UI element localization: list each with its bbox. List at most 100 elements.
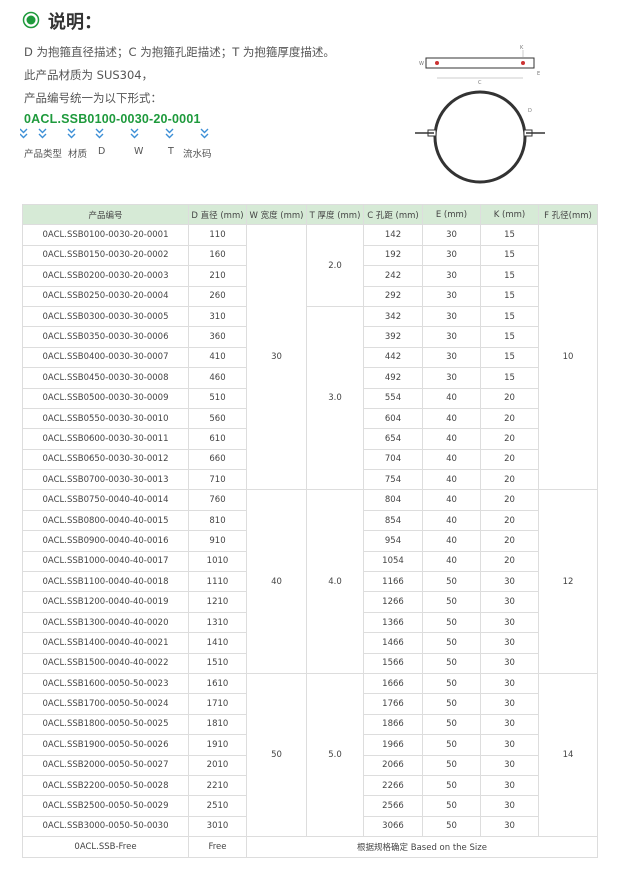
cell: 50 (422, 591, 481, 613)
table-row: 0ACL.SSB1800-0050-50-0025 1810 1866 50 30 (22, 713, 598, 736)
cell: 210 (188, 265, 247, 287)
cell: 30 (480, 815, 539, 838)
cell: 30 (480, 672, 539, 695)
cell: 1054 (363, 550, 423, 573)
diagram-label: D (528, 108, 532, 114)
table-row: 0ACL.SSB0100-0030-20-0001 110 30 2.0 142 30 15… (22, 224, 598, 491)
header-cell: K (mm) (480, 203, 539, 226)
cell: 1710 (188, 693, 247, 715)
code-cell: 0ACL.SSB0750-0040-40-0014 (22, 489, 189, 511)
code-cell: 0ACL.SSB1700-0050-50-0024 (22, 693, 189, 715)
cell: 50 (422, 815, 481, 838)
cell: 20 (480, 428, 539, 450)
cell: 30 (422, 285, 481, 307)
header-cell: C 孔距 (mm) (363, 203, 423, 226)
code-cell: 0ACL.SSB0700-0030-30-0013 (22, 469, 189, 491)
table-row: 0ACL.SSB1400-0040-40-0021 1410 1466 50 30 (22, 632, 598, 654)
cell: 30 (480, 591, 539, 613)
cell: 15 (480, 346, 539, 369)
cell: 40 (422, 448, 481, 471)
table-row: 0ACL.SSB0900-0040-40-0016 910 954 40 20 (22, 530, 598, 552)
table-row: 0ACL.SSB0450-0030-30-0008 460 492 30 15 (22, 367, 598, 389)
cell: 1310 (188, 611, 247, 634)
cell: 50 (422, 754, 481, 776)
cell: 30 (422, 265, 481, 287)
cell: 30 (480, 734, 539, 756)
diagram-label: K (520, 45, 524, 51)
code-cell: 0ACL.SSB2500-0050-50-0029 (22, 795, 189, 817)
cell: 2010 (188, 754, 247, 776)
cell: 40 (422, 530, 481, 552)
cell: 610 (188, 428, 247, 450)
code-cell: 0ACL.SSB3000-0050-50-0030 (22, 815, 189, 838)
cell: 442 (363, 346, 423, 369)
cell: 20 (480, 489, 539, 511)
table-row: 0ACL.SSB0750-0040-40-0014 760 40 4.0 804 40 20… (22, 489, 598, 674)
code-cell: 0ACL.SSB1900-0050-50-0026 (22, 734, 189, 756)
cell: 160 (188, 244, 247, 267)
cell: 754 (363, 469, 423, 491)
cell: 50 (422, 795, 481, 817)
cell: 20 (480, 387, 539, 409)
code-cell: 0ACL.SSB0300-0030-30-0005 (22, 305, 189, 328)
cell: 1266 (363, 591, 423, 613)
cell: 15 (480, 367, 539, 389)
table-row: 0ACL.SSB1100-0040-40-0018 1110 1166 50 30 (22, 571, 598, 593)
part-label: D (98, 146, 106, 157)
cell: 根据规格确定 Based on the Size (246, 836, 598, 858)
cell: 492 (363, 367, 423, 389)
cell: 15 (480, 326, 539, 348)
cell: 30 (422, 326, 481, 348)
code-cell: 0ACL.SSB0200-0030-20-0003 (22, 265, 189, 287)
cell: 50 (422, 693, 481, 715)
header-cell: 产品编号 (22, 203, 189, 226)
code-cell: 0ACL.SSB0450-0030-30-0008 (22, 367, 189, 389)
spec-table: 产品编号 D 直径 (mm) W 宽度 (mm) T 厚度 (mm) C 孔距 (mm)… (22, 203, 598, 858)
cell: 1210 (188, 591, 247, 613)
cell: 142 (363, 224, 423, 246)
desc-line: 产品编号统一为以下形式： (24, 91, 162, 105)
cell: 710 (188, 469, 247, 491)
title: 说明： (48, 12, 102, 33)
cell: 50 (422, 652, 481, 674)
table-row: 0ACL.SSB1500-0040-40-0022 1510 1566 50 30 (22, 652, 598, 674)
cell: 360 (188, 326, 247, 348)
cell: 40 (422, 509, 481, 532)
table-row: 0ACL.SSB1600-0050-50-0023 1610 50 5.0 1666 50… (22, 672, 598, 838)
cell: 342 (363, 305, 423, 328)
header-cell: T 厚度 (mm) (306, 203, 364, 226)
cell: 5.0 (306, 672, 364, 838)
code-cell: 0ACL.SSB0550-0030-30-0010 (22, 407, 189, 430)
cell: 510 (188, 387, 247, 409)
cell: 40 (246, 489, 307, 674)
table-row: 0ACL.SSB1200-0040-40-0019 1210 1266 50 30 (22, 591, 598, 613)
cell: 30 (480, 754, 539, 776)
cell: 40 (422, 387, 481, 409)
code-cell: 0ACL.SSB0150-0030-20-0002 (22, 244, 189, 267)
cell: 1466 (363, 632, 423, 654)
table-row: 0ACL.SSB0150-0030-20-0002 160 192 30 15 (22, 244, 598, 267)
cell: 554 (363, 387, 423, 409)
cell: 30 (422, 244, 481, 267)
cell: 20 (480, 509, 539, 532)
cell: 1366 (363, 611, 423, 634)
cell: 954 (363, 530, 423, 552)
diagram-label: C (478, 80, 482, 86)
cell: 40 (422, 469, 481, 491)
cell: 1110 (188, 571, 247, 593)
code-cell: 0ACL.SSB1800-0050-50-0025 (22, 713, 189, 736)
code-cell: 0ACL.SSB1000-0040-40-0017 (22, 550, 189, 573)
cell: 1666 (363, 672, 423, 695)
code-cell: 0ACL.SSB0600-0030-30-0011 (22, 428, 189, 450)
cell: 10 (538, 224, 598, 491)
code-cell: 0ACL.SSB0400-0030-30-0007 (22, 346, 189, 369)
cell: 604 (363, 407, 423, 430)
cell: 854 (363, 509, 423, 532)
cell: 1166 (363, 571, 423, 593)
cell: 1610 (188, 672, 247, 695)
code-cell: 0ACL.SSB0650-0030-30-0012 (22, 448, 189, 471)
code-cell: 0ACL.SSB1300-0040-40-0020 (22, 611, 189, 634)
desc-line: 此产品材质为 SUS304， (24, 68, 154, 82)
diagram-label: W (419, 61, 424, 67)
